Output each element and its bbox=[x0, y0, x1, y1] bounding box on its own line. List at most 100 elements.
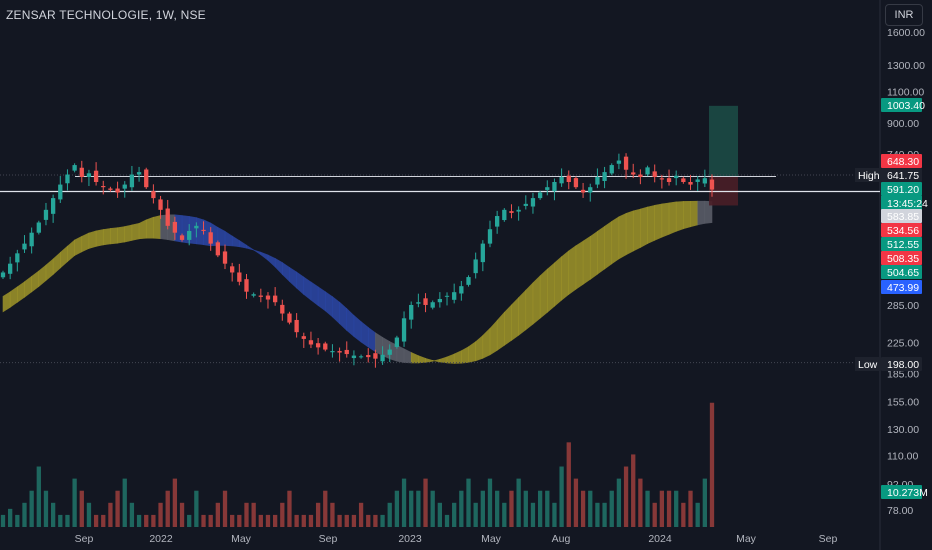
x-tick-label: Sep bbox=[319, 533, 338, 545]
volume-bar bbox=[487, 478, 493, 527]
volume-bar bbox=[101, 514, 106, 527]
candle-body bbox=[373, 353, 378, 359]
volume-bar bbox=[265, 514, 271, 527]
axis-prefix-bg bbox=[855, 168, 881, 182]
volume-bar bbox=[179, 502, 185, 527]
x-tick-label: Sep bbox=[75, 533, 94, 545]
volume-bar bbox=[315, 502, 321, 527]
ma-band-segment bbox=[282, 261, 290, 283]
volume-bar bbox=[380, 514, 385, 527]
candle-body bbox=[251, 294, 256, 296]
ma-band-segment bbox=[546, 262, 555, 313]
volume-bar bbox=[351, 514, 357, 527]
volume-bar bbox=[108, 502, 113, 527]
price-tag: 10.273M bbox=[887, 487, 928, 499]
ma-band-segment bbox=[618, 212, 627, 260]
y-tick-label: 900.00 bbox=[887, 118, 919, 130]
ma-band-segment bbox=[597, 225, 605, 275]
volume-bar bbox=[43, 490, 49, 527]
ma-band-segment bbox=[138, 219, 147, 240]
volume-bar bbox=[272, 514, 278, 527]
price-tag-bg bbox=[881, 168, 922, 182]
volume-bar bbox=[79, 490, 84, 527]
volume-bar bbox=[602, 502, 607, 527]
volume-bar bbox=[208, 514, 213, 527]
candle-body bbox=[15, 253, 20, 263]
volume-bar bbox=[459, 490, 464, 527]
ma-band-segment bbox=[196, 217, 204, 246]
ma-band-segment bbox=[425, 357, 433, 363]
candle-body bbox=[409, 304, 414, 320]
candle-body bbox=[452, 292, 457, 300]
volume-bar bbox=[466, 478, 471, 527]
volume-bar bbox=[15, 514, 20, 527]
candle-body bbox=[366, 355, 371, 358]
ma-band-segment bbox=[9, 286, 18, 308]
candle-body bbox=[401, 318, 407, 342]
ma-band-segment bbox=[568, 245, 577, 295]
y-tick-label: 110.00 bbox=[887, 451, 918, 463]
price-tag: 641.75 bbox=[887, 170, 919, 182]
candle-body bbox=[652, 171, 657, 177]
volume-bar bbox=[416, 490, 421, 527]
ma-band-segment bbox=[632, 208, 641, 252]
candle-body bbox=[215, 242, 220, 256]
ma-band-segment bbox=[346, 307, 355, 338]
ma-band-segment bbox=[604, 220, 613, 270]
ma-band-segment bbox=[353, 314, 362, 343]
volume-bar bbox=[552, 502, 557, 527]
volume-bar bbox=[444, 514, 450, 527]
volume-bar bbox=[545, 490, 550, 527]
candle-body bbox=[595, 176, 600, 185]
candle-body bbox=[387, 349, 392, 355]
axis-prefix-bg bbox=[855, 357, 881, 371]
y-tick-label: 225.00 bbox=[887, 337, 919, 349]
candle-body bbox=[466, 277, 471, 285]
ma-band-segment bbox=[289, 266, 297, 289]
candle-body bbox=[695, 179, 700, 182]
y-tick-label: 130.00 bbox=[887, 424, 919, 436]
candle-body bbox=[315, 343, 321, 348]
price-tag-bg bbox=[881, 182, 922, 196]
candle-body bbox=[559, 176, 564, 184]
candle-body bbox=[423, 298, 428, 305]
candle-body bbox=[530, 198, 536, 207]
candle-body bbox=[194, 225, 199, 229]
volume-bar bbox=[151, 514, 156, 527]
volume-bar bbox=[502, 502, 507, 527]
candle-body bbox=[0, 272, 6, 278]
candle-body bbox=[29, 232, 34, 247]
volume-bar bbox=[65, 514, 70, 527]
price-tag-bg bbox=[881, 357, 922, 371]
price-tag-bg bbox=[881, 251, 922, 265]
ma-band-segment bbox=[246, 244, 254, 251]
candle-body bbox=[129, 174, 135, 188]
volume-bar bbox=[530, 502, 536, 527]
price-tag: 508.35 bbox=[887, 253, 919, 265]
ma-band-segment bbox=[117, 226, 126, 244]
candle-body bbox=[258, 295, 263, 297]
ma-band-segment bbox=[145, 216, 154, 239]
candle-body bbox=[43, 209, 49, 220]
countdown-bg bbox=[881, 196, 922, 210]
ma-band-segment bbox=[367, 326, 376, 353]
ma-band-segment bbox=[482, 327, 491, 359]
price-tag: 512.55 bbox=[887, 239, 919, 251]
ma-band-segment bbox=[153, 215, 161, 239]
volume-bar bbox=[366, 514, 371, 527]
ma-band-segment bbox=[554, 256, 562, 307]
volume-bar bbox=[158, 502, 163, 527]
candle-body bbox=[430, 302, 435, 308]
candle-body bbox=[287, 313, 292, 323]
ma-band-segment bbox=[539, 268, 548, 319]
price-tag-bg bbox=[881, 485, 922, 499]
candle-body bbox=[666, 178, 672, 183]
volume-bar bbox=[580, 490, 586, 527]
candle-body bbox=[709, 179, 715, 190]
volume-bar bbox=[394, 490, 400, 527]
ma-band-segment bbox=[239, 239, 247, 249]
x-tick-label: 2024 bbox=[648, 533, 672, 545]
volume-bar bbox=[480, 490, 485, 527]
currency-selector[interactable]: INR bbox=[885, 4, 923, 26]
